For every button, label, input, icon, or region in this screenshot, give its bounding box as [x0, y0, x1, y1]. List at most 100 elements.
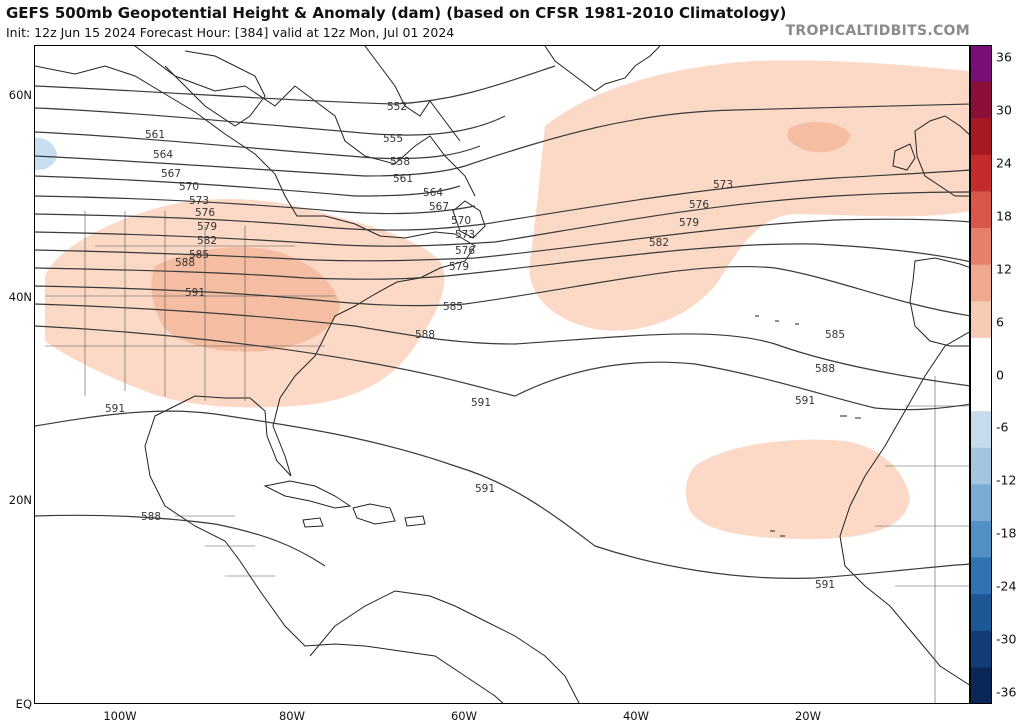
contour-label: 567	[429, 201, 449, 213]
contour-label: 555	[383, 133, 403, 145]
map-panel: 552 555 558 561 561 564 564 567 567 570 570 573 573 5…	[34, 45, 970, 704]
contour-label: 561	[145, 129, 165, 141]
contour-label: 588	[175, 257, 195, 269]
colorbar-tick-label: -30	[996, 631, 1017, 647]
island-hispaniola	[352, 503, 396, 525]
lat-label-60n: 60N	[8, 88, 32, 102]
contour-label: 567	[161, 168, 181, 180]
contour-label: 591	[815, 579, 835, 591]
colorbar-segment	[970, 484, 992, 522]
colorbar-segment	[970, 45, 992, 83]
central-america-borders	[175, 515, 275, 577]
contour-line	[35, 410, 969, 579]
contour-label: 588	[815, 363, 835, 375]
positive-anomaly-north-atlantic-core	[787, 122, 850, 153]
negative-anomaly-northwest	[35, 137, 57, 171]
contour-label: 591	[471, 397, 491, 409]
contour-label: 582	[197, 235, 217, 247]
colorbar-tick-label: -6	[996, 419, 1009, 435]
contour-label: 576	[195, 207, 215, 219]
colorbar-tick-label: 6	[996, 314, 1004, 330]
contour-label: 582	[649, 237, 669, 249]
lon-label-60w: 60W	[450, 709, 478, 723]
coastline-british-isles	[914, 115, 969, 197]
colorbar-outline	[970, 45, 992, 704]
colorbar-segment	[970, 301, 992, 339]
contour-line	[35, 103, 969, 177]
contour-line	[35, 265, 969, 317]
islands-azores	[755, 315, 799, 325]
colorbar-tick-label: 24	[996, 155, 1012, 171]
site-credit[interactable]: TROPICALTIDBITS.COM	[785, 23, 970, 39]
africa-borders	[875, 376, 969, 703]
contour-label: 564	[423, 187, 443, 199]
coastline-canada-north	[134, 46, 476, 197]
contour-label: 570	[451, 215, 471, 227]
coastline-iberia	[909, 257, 969, 347]
colorbar-tick-label: -18	[996, 525, 1017, 541]
contour-label: 558	[390, 156, 410, 168]
lon-label-80w: 80W	[278, 709, 306, 723]
contour-labels: 5525555585615615645645675675705705735735…	[105, 101, 845, 591]
colorbar-segment	[970, 557, 992, 595]
contour-label: 576	[455, 245, 475, 257]
contour-label: 579	[679, 217, 699, 229]
colorbar-tick-label: 12	[996, 261, 1012, 277]
colorbar-segment	[970, 264, 992, 302]
colorbar	[970, 45, 992, 704]
coastline-greenland	[544, 46, 661, 92]
anomaly-shading	[35, 60, 969, 539]
contour-label: 564	[153, 149, 173, 161]
colorbar-tick-label: -12	[996, 472, 1017, 488]
contour-line	[35, 195, 476, 215]
colorbar-segment	[970, 520, 992, 559]
lat-label-40n: 40N	[8, 290, 32, 304]
colorbar-segment	[970, 411, 992, 449]
lon-label-100w: 100W	[103, 709, 137, 723]
colorbar-segment	[970, 118, 992, 156]
colorbar-segment	[970, 337, 992, 375]
colorbar-tick-label: 36	[996, 49, 1012, 65]
land-outlines	[35, 46, 969, 703]
positive-anomaly-west-africa	[685, 439, 910, 539]
contour-label: 579	[197, 221, 217, 233]
contour-label: 579	[449, 261, 469, 273]
colorbar-tick-label: 18	[996, 208, 1012, 224]
contour-line	[35, 303, 969, 387]
contour-line	[35, 514, 326, 567]
coastline-hudson-bay	[164, 50, 266, 127]
colorbar-tick-label: -36	[996, 684, 1017, 700]
contour-line	[35, 243, 969, 280]
lat-label-eq: EQ	[15, 697, 32, 711]
contour-label: 585	[443, 301, 463, 313]
coastline-ireland	[892, 143, 916, 171]
lat-label-20n: 20N	[8, 493, 32, 507]
state-borders	[45, 211, 335, 401]
islands-canary	[840, 415, 861, 419]
map-canvas: 5525555585615615645645675675705705735735…	[35, 46, 969, 703]
contour-label: 591	[105, 403, 125, 415]
coastline-labrador	[364, 46, 461, 142]
contour-line	[35, 325, 969, 411]
lon-label-40w: 40W	[622, 709, 650, 723]
contour-label: 561	[393, 173, 413, 185]
contour-line	[35, 218, 969, 262]
positive-anomaly-us-core	[151, 246, 340, 352]
colorbar-segment	[970, 667, 992, 704]
coastline-north-america	[35, 65, 504, 703]
contour-label: 552	[387, 101, 407, 113]
colorbar-tick-label: -24	[996, 578, 1017, 594]
contour-label: 588	[141, 511, 161, 523]
colorbar-segment	[970, 191, 992, 229]
coastline-south-america	[309, 590, 580, 703]
positive-anomaly-north-atlantic	[529, 60, 969, 331]
island-cuba	[263, 480, 352, 509]
island-jamaica	[302, 517, 324, 528]
islands-cape-verde	[770, 530, 785, 537]
contour-label: 576	[689, 199, 709, 211]
colorbar-segment	[970, 594, 992, 632]
contour-label: 588	[415, 329, 435, 341]
colorbar-segment	[970, 228, 992, 266]
lon-label-20w: 20W	[794, 709, 822, 723]
colorbar-segment	[970, 154, 992, 192]
